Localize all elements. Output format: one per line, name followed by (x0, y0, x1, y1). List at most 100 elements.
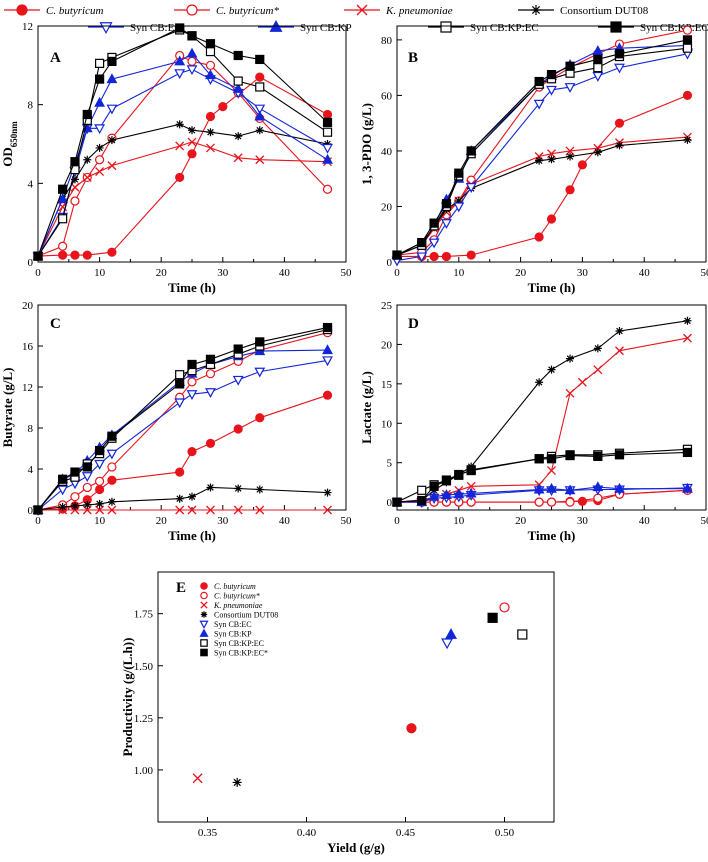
data-point (57, 485, 69, 496)
data-point (429, 481, 439, 491)
data-point (322, 184, 333, 194)
x-tick-label: 30 (217, 267, 229, 279)
data-point (577, 496, 588, 506)
data-point (593, 143, 603, 153)
series-line (37, 54, 328, 257)
data-point (58, 474, 68, 484)
inner-legend-item-syn-cb-kp-ec: Syn CB:KP:EC* (200, 649, 268, 658)
data-point (174, 69, 186, 80)
x-tick-label: 30 (217, 515, 229, 527)
data-point (83, 155, 92, 164)
inner-legend-label: C. butyricum* (214, 592, 260, 601)
data-point (94, 476, 105, 486)
data-point (234, 484, 243, 493)
y-tick-label: 15 (381, 379, 393, 391)
data-point (323, 505, 332, 515)
data-point (94, 96, 106, 107)
scatter-point-c-butyricum (499, 602, 510, 613)
scatter-point-k-pneumoniae (192, 773, 203, 784)
data-point (255, 54, 265, 65)
x-axis-label: Time (h) (168, 280, 216, 295)
y-axis-label-subscript: 650nm (9, 121, 19, 148)
series-line (37, 141, 328, 257)
data-point (577, 377, 587, 387)
inner-legend-item-k-pneumoniae: K. pneumoniae (200, 601, 263, 610)
y-axis-label: Lactate (g/L) (359, 371, 374, 444)
data-point (429, 251, 439, 262)
data-point (94, 124, 106, 135)
data-point (465, 183, 477, 193)
x-tick-label: 40 (639, 515, 651, 527)
legend-item-consortium-dut08: Consortium DUT08 (518, 5, 649, 17)
data-point (175, 23, 185, 33)
data-point (70, 505, 80, 515)
data-point (106, 449, 118, 460)
inner-legend-label: Syn CB:EC (214, 620, 252, 629)
x-tick-label: 50 (341, 267, 353, 279)
data-point (107, 462, 117, 472)
series-line (396, 320, 688, 503)
data-point (107, 247, 117, 257)
x-axis-label: Time (h) (528, 528, 576, 543)
data-point (233, 505, 243, 515)
inner-legend-marker (200, 591, 208, 600)
series-syn-cb-kp-ec (33, 325, 333, 515)
data-point (322, 344, 333, 355)
x-tick-label: 0.35 (198, 827, 218, 839)
data-point (186, 47, 198, 58)
data-point (453, 488, 465, 499)
scatter-point-consortium-dut08 (232, 777, 242, 787)
data-point (417, 485, 427, 495)
data-point (453, 202, 465, 213)
inner-legend-label: Syn CB:KP:EC* (214, 649, 268, 658)
data-point (322, 390, 333, 400)
inner-legend-marker (199, 628, 209, 637)
y-tick-label: 12 (22, 21, 33, 33)
series-syn-cb-kp-ec (392, 35, 693, 260)
data-point (417, 237, 427, 248)
y-tick-label: 10 (381, 418, 393, 430)
data-point (546, 454, 557, 464)
inner-legend-item-syn-cb-kp-ec: Syn CB:KP:EC (200, 639, 264, 648)
x-axis-label: Time (h) (528, 280, 576, 295)
data-point (615, 327, 624, 336)
data-point (592, 481, 604, 492)
x-tick-label: 30 (577, 515, 589, 527)
data-point (83, 500, 92, 509)
data-point (546, 69, 557, 80)
data-point (175, 370, 185, 380)
y-tick-label: 80 (381, 35, 393, 47)
series-line (37, 52, 328, 257)
y-axis-label: 1, 3-PDO (g/L) (359, 103, 374, 185)
data-point (615, 346, 624, 356)
data-point (107, 56, 117, 67)
data-point (392, 497, 402, 507)
data-point (187, 446, 197, 457)
data-point (255, 82, 265, 92)
series-line (37, 68, 328, 257)
x-tick-label: 10 (94, 515, 106, 527)
scatter-point-syn-cb-ec (441, 638, 454, 650)
x-tick-label: 30 (577, 267, 589, 279)
data-point (441, 251, 452, 262)
inner-legend-marker (200, 611, 208, 618)
series-line (37, 329, 328, 511)
data-point (255, 72, 265, 82)
data-point (94, 74, 105, 84)
data-point (82, 172, 92, 182)
inner-legend-marker (200, 639, 208, 647)
data-point (255, 413, 265, 423)
panel-label: C (50, 316, 61, 332)
data-point (107, 505, 117, 515)
inner-legend-item-c-butyricum: C. butyricum (200, 582, 256, 591)
data-point (564, 484, 576, 495)
legend-item-syn-cb-ec: Syn CB:EC (88, 22, 182, 34)
x-tick-label: 20 (515, 267, 527, 279)
y-tick-label: 1.25 (134, 713, 154, 725)
x-tick-label: 0.50 (495, 827, 515, 839)
y-tick-label: 20 (381, 201, 393, 213)
legend-item-c-butyricum: C. butyricum (4, 4, 103, 17)
data-point (255, 337, 265, 347)
data-point (547, 466, 556, 476)
